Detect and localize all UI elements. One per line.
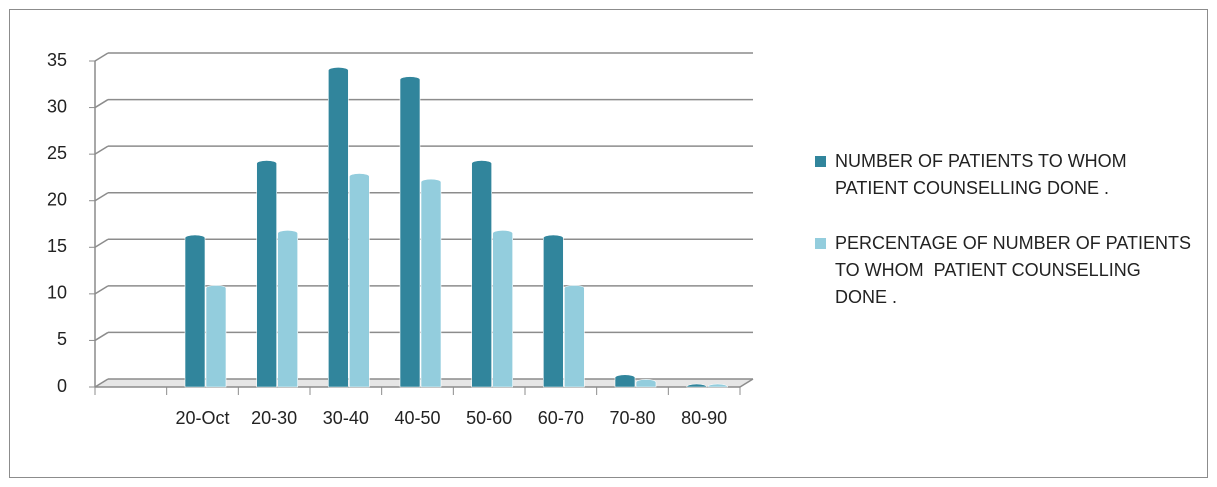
- bar: [256, 160, 277, 388]
- bar: [420, 178, 442, 388]
- frame: [9, 9, 1208, 478]
- bar: [205, 284, 227, 388]
- bar: [543, 234, 564, 388]
- x-tick-label: 20-30: [251, 408, 297, 428]
- grid-line-depth: [94, 145, 109, 155]
- grid-line-depth: [94, 192, 109, 202]
- bar: [277, 230, 298, 388]
- y-tick-label: 35: [47, 50, 67, 70]
- x-axis-depth: [739, 378, 754, 388]
- legend-swatch: [815, 156, 826, 167]
- bar: [471, 160, 492, 388]
- y-tick-label: 15: [47, 236, 67, 256]
- grid-line-depth: [94, 331, 109, 342]
- y-tick-label: 25: [47, 143, 67, 163]
- y-tick-label: 30: [47, 96, 67, 116]
- bar: [686, 383, 707, 388]
- x-tick-label: 70-80: [609, 408, 655, 428]
- legend-entry: PERCENTAGE OF NUMBER OF PATIENTS TO WHOM…: [815, 230, 1195, 311]
- bar: [707, 383, 728, 388]
- y-tick-label: 0: [57, 376, 67, 396]
- grid-line-depth: [94, 52, 109, 62]
- y-tick-label: 10: [47, 283, 67, 303]
- legend-entry: NUMBER OF PATIENTS TO WHOM PATIENT COUNS…: [815, 148, 1195, 202]
- grid-line-depth: [94, 98, 109, 109]
- bar: [492, 230, 513, 388]
- y-tick-label: 20: [47, 189, 67, 209]
- legend: NUMBER OF PATIENTS TO WHOM PATIENT COUNS…: [815, 148, 1195, 339]
- bar: [564, 284, 585, 388]
- x-tick-label: 60-70: [538, 408, 584, 428]
- x-tick-label: 80-90: [681, 408, 727, 428]
- x-tick-label: 30-40: [323, 408, 369, 428]
- bar: [184, 234, 206, 388]
- x-tick-label: 40-50: [394, 408, 440, 428]
- y-tick-label: 5: [57, 329, 67, 349]
- legend-label: NUMBER OF PATIENTS TO WHOM PATIENT COUNS…: [835, 151, 1132, 198]
- bar: [614, 374, 636, 388]
- grid-line-depth: [94, 378, 109, 388]
- x-tick-label: 50-60: [466, 408, 512, 428]
- bar: [328, 67, 349, 388]
- grid-line-depth: [94, 238, 109, 248]
- grid-line-depth: [94, 285, 109, 295]
- legend-label: PERCENTAGE OF NUMBER OF PATIENTS TO WHOM…: [835, 233, 1196, 307]
- bar: [399, 76, 421, 388]
- bar: [635, 379, 657, 388]
- bar: [349, 173, 370, 388]
- legend-swatch: [815, 238, 826, 249]
- x-tick-label: 20-Oct: [175, 408, 229, 428]
